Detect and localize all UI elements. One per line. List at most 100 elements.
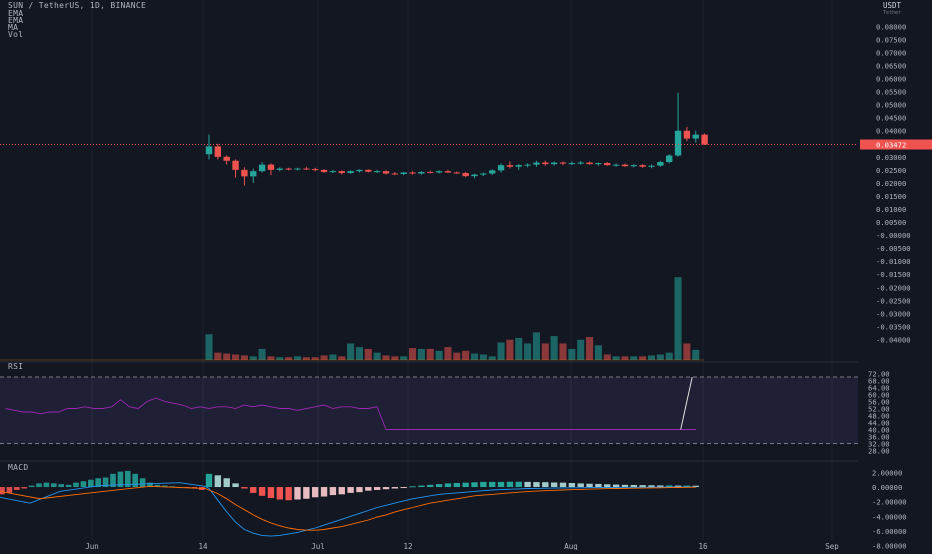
candle-body-9 xyxy=(285,168,292,170)
candle-body-19 xyxy=(373,171,381,173)
price-axis[interactable]: 0.08000 0.07500 0.07000 0.06500 0.06000 0.055… xyxy=(860,1,932,551)
volume-bar-55 xyxy=(692,349,700,360)
price-tick-label-23: -0.03500 xyxy=(876,322,911,331)
volume-bar-45 xyxy=(603,354,611,360)
volume-bar-1 xyxy=(214,352,222,360)
indicator-ema-1[interactable]: EMA xyxy=(8,9,24,18)
macd-hist-41 xyxy=(568,483,576,488)
rsi-tick-label-6: 48.00 xyxy=(868,412,890,421)
macd-hist-20 xyxy=(382,487,390,490)
volume-bar-35 xyxy=(515,337,523,360)
candle-body-15 xyxy=(338,171,345,173)
volume-bar-14 xyxy=(329,354,337,360)
candle-body-12 xyxy=(312,169,319,171)
price-tick-label-0: 0.08000 xyxy=(876,22,906,31)
macd-hist-24 xyxy=(418,485,425,488)
candle-body-30 xyxy=(471,174,478,177)
macd-hist-pre-22 xyxy=(162,485,168,488)
macd-hist-pre-7 xyxy=(51,483,57,488)
candle-body-38 xyxy=(542,162,549,165)
volume-bar-32 xyxy=(488,356,496,360)
price-tick-label-20: -0.02000 xyxy=(876,283,911,292)
candle-body-45 xyxy=(604,163,611,166)
macd-hist-31 xyxy=(480,481,487,488)
candle-body-18 xyxy=(365,169,372,172)
price-tick-label-14: 0.01000 xyxy=(876,205,906,214)
indicator-ema-2[interactable]: EMA xyxy=(8,16,24,25)
time-tick-label-4: Aug xyxy=(564,542,578,550)
rsi-pane-label[interactable]: RSI xyxy=(8,362,24,371)
macd-hist-14 xyxy=(329,487,337,496)
candle-body-40 xyxy=(559,162,567,164)
macd-hist-pre-13 xyxy=(95,478,101,488)
macd-hist-pre-8 xyxy=(58,484,64,488)
macd-tick-label-0: 2.00000 xyxy=(872,468,902,477)
price-tick-label-4: 0.06000 xyxy=(876,75,906,84)
macd-hist-8 xyxy=(276,487,283,500)
candle-body-41 xyxy=(568,163,576,165)
volume-bar-37 xyxy=(532,332,540,360)
volume-bar-38 xyxy=(541,343,549,360)
price-tick-label-5: 0.05500 xyxy=(876,88,906,97)
candle-body-11 xyxy=(303,168,310,170)
macd-hist-pre-21 xyxy=(154,484,161,488)
macd-hist-2 xyxy=(223,478,230,488)
price-tick-label-21: -0.02500 xyxy=(876,296,911,305)
rsi-tick-label-11: 28.00 xyxy=(868,447,890,456)
price-tick-label-8: 0.04000 xyxy=(876,127,906,136)
price-tick-label-3: 0.06500 xyxy=(876,61,906,70)
candle-body-5 xyxy=(250,171,257,177)
time-axis[interactable]: Jun 14 Jul 12 Aug 16 Sep xyxy=(85,542,839,551)
volume-bar-48 xyxy=(630,356,638,360)
candle-body-0 xyxy=(205,146,213,155)
candle-body-44 xyxy=(595,163,602,165)
rsi-tick-label-1: 68.00 xyxy=(868,377,890,386)
rsi-spike xyxy=(680,376,693,430)
macd-hist-pre-17 xyxy=(125,470,131,488)
volume-bar-21 xyxy=(391,356,399,360)
rsi-tick-label-7: 44.00 xyxy=(868,419,890,428)
currency-sub-label: Tether xyxy=(883,10,901,16)
volume-bar-44 xyxy=(594,345,602,360)
time-tick-label-5: 16 xyxy=(698,542,708,550)
indicator-ma[interactable]: MA xyxy=(8,23,19,32)
candle-body-14 xyxy=(329,171,337,173)
volume-bar-4 xyxy=(240,355,248,360)
volume-bar-20 xyxy=(382,355,390,360)
macd-hist-pre-10 xyxy=(73,482,79,488)
candlestick-series[interactable] xyxy=(205,92,708,186)
volume-bar-22 xyxy=(400,356,408,360)
volume-bar-50 xyxy=(647,355,656,360)
candle-body-46 xyxy=(612,164,620,166)
volume-bar-43 xyxy=(586,337,594,360)
macd-hist-25 xyxy=(427,484,434,488)
volume-bar-0 xyxy=(205,334,213,360)
volume-bar-51 xyxy=(656,354,664,360)
macd-hist-27 xyxy=(444,483,452,488)
macd-hist-pre-5 xyxy=(36,483,42,488)
time-tick-label-2: Jul xyxy=(311,542,325,550)
volume-bar-2 xyxy=(223,353,231,360)
macd-hist-19 xyxy=(373,487,381,490)
candle-body-43 xyxy=(586,162,593,165)
rsi-band-fill xyxy=(0,377,858,444)
candle-body-16 xyxy=(347,171,354,173)
volume-bar-34 xyxy=(506,339,514,360)
rsi-series xyxy=(5,376,696,430)
candle-body-47 xyxy=(621,164,629,167)
volume-bar-39 xyxy=(550,336,558,360)
volume-bar-7 xyxy=(267,356,275,360)
macd-series xyxy=(0,470,699,537)
macd-tick-label-3: -4.00000 xyxy=(872,512,907,521)
macd-pane-label[interactable]: MACD xyxy=(8,463,29,472)
macd-hist-6 xyxy=(258,487,266,496)
indicator-vol[interactable]: Vol xyxy=(8,30,24,39)
symbol-title[interactable]: SUN / TetherUS, 1D, BINANCE xyxy=(8,1,147,10)
macd-hist-39 xyxy=(550,482,558,488)
rsi-tick-label-2: 64.00 xyxy=(868,384,890,393)
macd-hist-53 xyxy=(674,485,682,488)
candle-body-50 xyxy=(648,165,655,167)
